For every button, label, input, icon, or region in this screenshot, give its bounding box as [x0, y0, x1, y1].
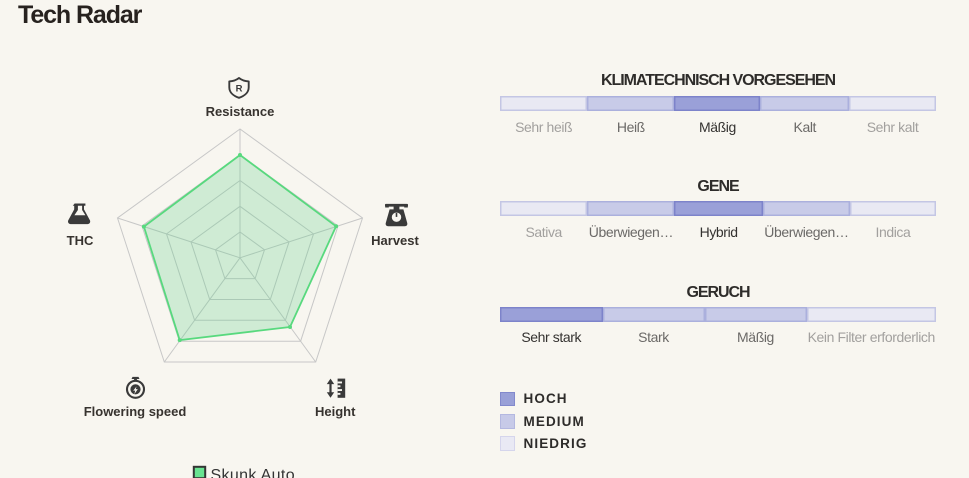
svg-text:Resistance: Resistance: [206, 104, 275, 119]
svg-text:Flowering speed: Flowering speed: [84, 404, 187, 419]
svg-text:THC: THC: [67, 233, 94, 248]
svg-text:Harvest: Harvest: [371, 233, 419, 248]
svg-text:Height: Height: [315, 404, 356, 419]
svg-text:R: R: [236, 84, 243, 95]
svg-text:Skunk Auto: Skunk Auto: [211, 467, 295, 478]
